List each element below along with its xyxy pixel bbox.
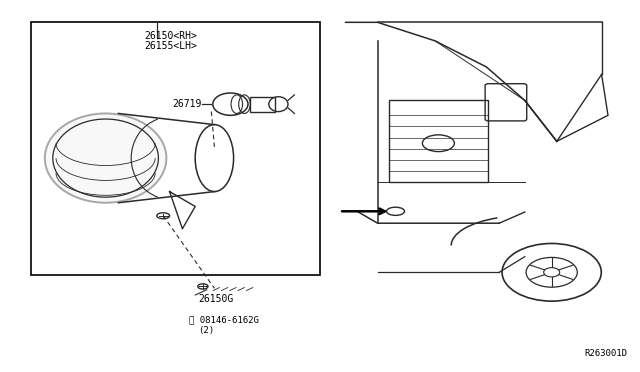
- Text: 26150G: 26150G: [198, 295, 234, 304]
- Text: 26150<RH>: 26150<RH>: [144, 31, 197, 41]
- Text: (2): (2): [198, 326, 214, 335]
- Bar: [31, 22, 320, 275]
- Text: Ⓑ 08146-6162G: Ⓑ 08146-6162G: [189, 315, 259, 324]
- Ellipse shape: [45, 113, 166, 203]
- Bar: [250, 97, 275, 112]
- Bar: [389, 100, 488, 182]
- Text: 26719: 26719: [173, 99, 202, 109]
- Text: 26155<LH>: 26155<LH>: [144, 41, 197, 51]
- Text: R263001D: R263001D: [584, 349, 627, 358]
